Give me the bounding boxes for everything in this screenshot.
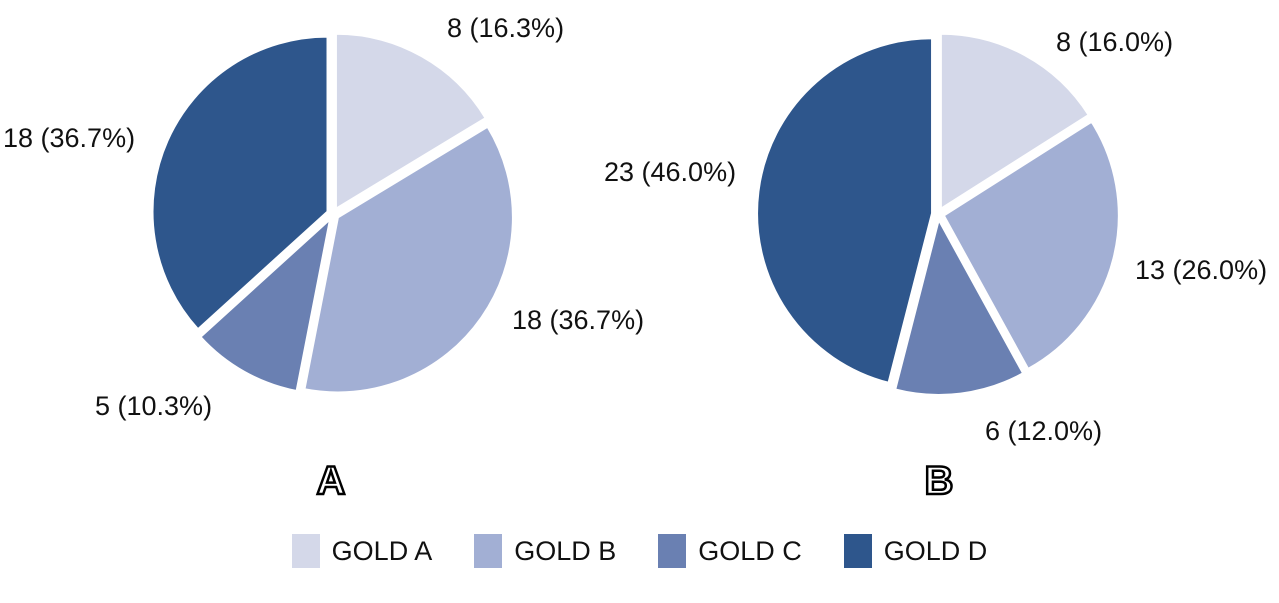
slice-label-a-gold-b: 18 (36.7%) — [512, 305, 645, 335]
slice-label-a-gold-a: 8 (16.3%) — [447, 13, 565, 43]
slice-label-a-gold-c: 5 (10.3%) — [95, 391, 213, 421]
pie-chart-panel-a — [151, 32, 514, 394]
pie-slice-b-gold-a — [939, 32, 1090, 210]
legend-item-gold-d: GOLD D — [843, 534, 988, 568]
slice-label-b-gold-a: 8 (16.0%) — [1056, 27, 1174, 57]
legend-item-gold-b: GOLD B — [474, 534, 616, 568]
pie-slice-a-gold-a — [334, 32, 487, 210]
pie-slice-b-gold-d — [756, 37, 934, 384]
pie-slice-b-gold-c — [894, 218, 1025, 396]
legend-swatch-gold-d — [843, 534, 872, 568]
legend-swatch-gold-a — [291, 534, 320, 568]
legend-label-gold-b: GOLD B — [514, 535, 617, 566]
legend-label-gold-a: GOLD A — [331, 535, 433, 566]
panel-b-letter-svg: B — [923, 458, 954, 504]
legend-swatch-gold-b — [474, 534, 503, 568]
legend-label-gold-d: GOLD D — [883, 535, 988, 566]
pie-slice-b-gold-b — [942, 120, 1120, 370]
pie-chart-panel-b — [756, 32, 1120, 396]
slice-label-b-gold-c: 6 (12.0%) — [985, 416, 1103, 446]
slice-label-b-gold-d: 23 (46.0%) — [604, 157, 737, 187]
slice-label-b-gold-b: 13 (26.0%) — [1135, 255, 1268, 285]
pie-slice-a-gold-b — [303, 125, 514, 394]
legend-item-gold-c: GOLD C — [658, 534, 802, 568]
panel-b-letter: B — [925, 459, 954, 503]
legend-label-gold-c: GOLD C — [698, 535, 802, 566]
panel-a-letter-svg: A — [315, 458, 346, 504]
pie-slice-a-gold-d — [151, 35, 329, 331]
legend: GOLD A GOLD B GOLD C GOLD D — [0, 530, 1279, 572]
legend-swatch-gold-c — [658, 534, 687, 568]
pie-slice-a-gold-c — [199, 218, 332, 392]
legend-item-gold-a: GOLD A — [291, 534, 433, 568]
slice-label-a-gold-d: 18 (36.7%) — [3, 123, 136, 153]
panel-a-letter: A — [317, 459, 346, 503]
